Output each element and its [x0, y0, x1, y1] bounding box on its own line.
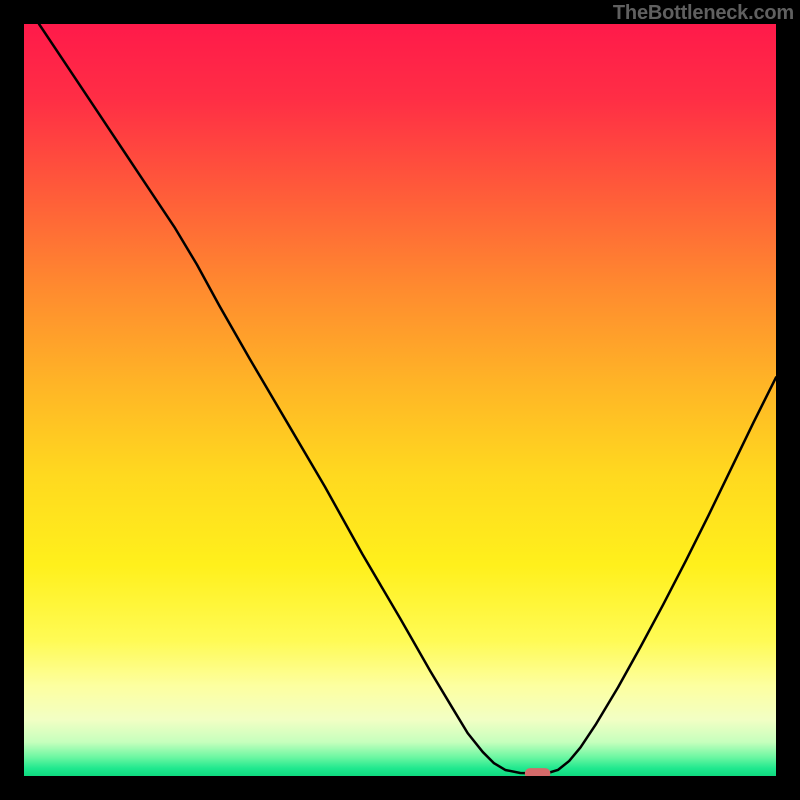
chart-frame: TheBottleneck.com — [0, 0, 800, 800]
gradient-background — [24, 24, 776, 776]
watermark-text: TheBottleneck.com — [613, 2, 794, 25]
plot-svg — [24, 24, 776, 776]
optimal-marker — [525, 768, 551, 776]
plot-area — [24, 24, 776, 776]
